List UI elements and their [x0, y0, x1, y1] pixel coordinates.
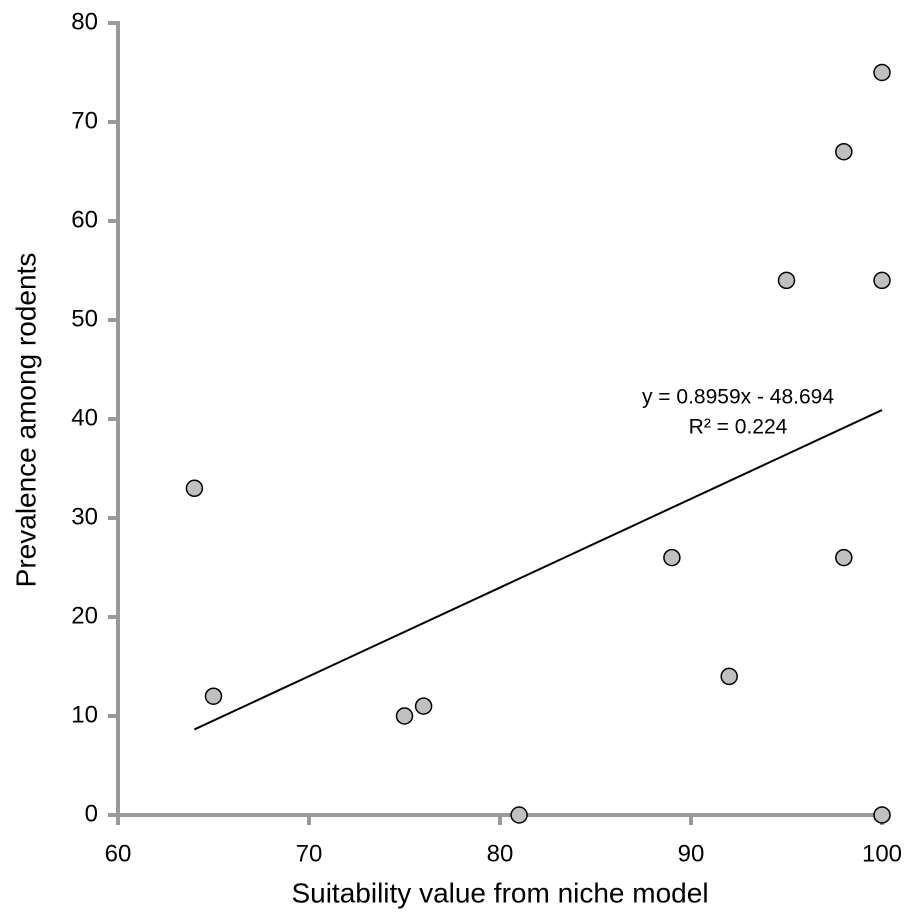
- x-tick-label: 70: [296, 840, 323, 867]
- y-tick-label: 30: [71, 503, 98, 530]
- x-tick-label: 80: [487, 840, 514, 867]
- point: [664, 550, 680, 566]
- y-tick-label: 50: [71, 305, 98, 332]
- y-tick-label: 0: [85, 800, 98, 827]
- chart: Suitability value from niche model Preva…: [0, 0, 912, 917]
- trendline: [194, 410, 882, 729]
- point: [721, 668, 737, 684]
- point: [206, 688, 222, 704]
- point: [779, 272, 795, 288]
- trend-r2: R² = 0.224: [689, 416, 788, 439]
- point: [836, 550, 852, 566]
- y-tick-label: 70: [71, 107, 98, 134]
- y-axis-title: Prevalence among rodents: [10, 253, 41, 588]
- point: [874, 65, 890, 81]
- point: [836, 144, 852, 160]
- x-tick-label: 60: [105, 840, 132, 867]
- y-tick-label: 80: [71, 8, 98, 35]
- y-tick-label: 10: [71, 701, 98, 728]
- point: [511, 807, 527, 823]
- x-axis-title: Suitability value from niche model: [291, 877, 708, 908]
- point: [874, 807, 890, 823]
- x-tick-label: 100: [862, 840, 902, 867]
- y-tick-label: 40: [71, 404, 98, 431]
- y-tick-label: 60: [71, 206, 98, 233]
- x-tick-label: 90: [678, 840, 705, 867]
- trend-equation: y = 0.8959x - 48.694: [642, 386, 834, 409]
- point: [874, 272, 890, 288]
- point: [397, 708, 413, 724]
- y-tick-label: 20: [71, 602, 98, 629]
- point: [416, 698, 432, 714]
- point: [186, 480, 202, 496]
